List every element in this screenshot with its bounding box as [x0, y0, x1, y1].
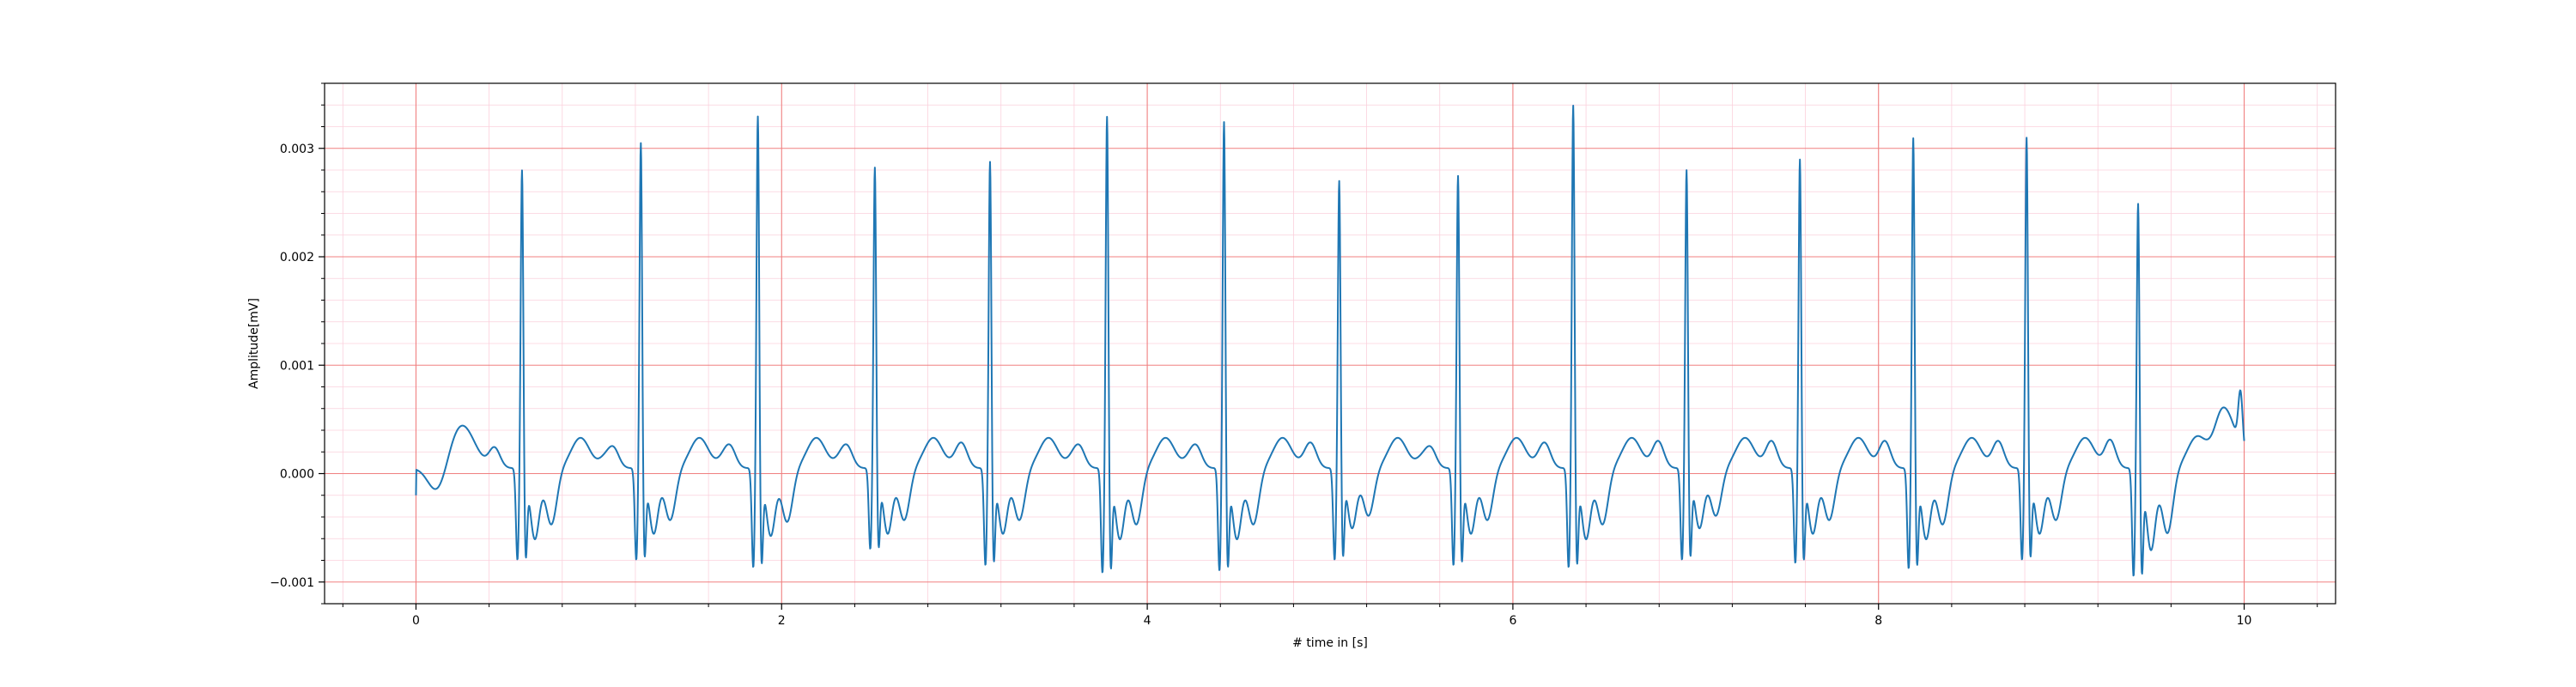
minor-grid [325, 82, 2336, 605]
x-tick-label: 6 [1509, 614, 1516, 628]
x-axis-label: # time in [s] [1292, 636, 1368, 650]
y-tick-label: 0.002 [280, 251, 314, 264]
y-tick-label: −0.001 [270, 576, 314, 590]
x-tick-label: 0 [412, 614, 420, 628]
x-tick-label: 8 [1874, 614, 1882, 628]
x-tick-label: 2 [778, 614, 786, 628]
x-tick-label: 10 [2237, 614, 2252, 628]
y-axis-label: Amplitude[mV] [247, 298, 261, 389]
y-axis-ticks: −0.001 0.000 0.001 0.002 0.003 [270, 82, 325, 605]
plot-area [415, 105, 2245, 577]
x-axis-ticks: 0 2 4 6 8 10 [342, 604, 2318, 628]
x-tick-label: 4 [1144, 614, 1151, 628]
y-tick-label: 0.003 [280, 143, 314, 156]
y-tick-label: 0.001 [280, 359, 314, 373]
major-grid [325, 83, 2336, 604]
ecg-series-line [415, 105, 2245, 577]
y-tick-label: 0.000 [280, 468, 314, 482]
